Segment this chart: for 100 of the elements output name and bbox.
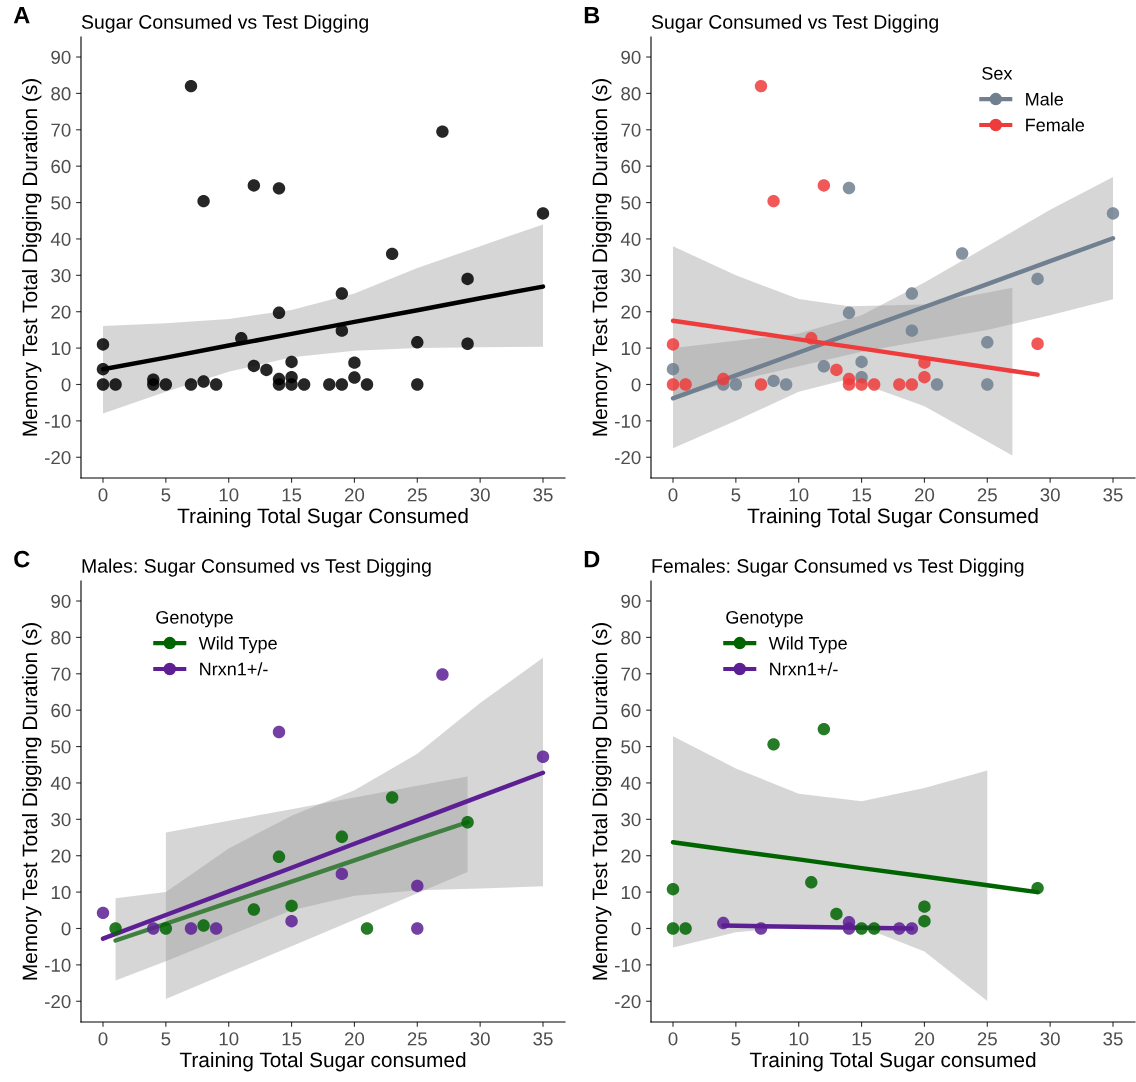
x-axis-title: Training Total Sugar Consumed xyxy=(747,507,1038,528)
x-tick-label: 35 xyxy=(1103,1032,1123,1046)
point xyxy=(272,378,286,391)
x-tick-label: 20 xyxy=(914,1032,935,1046)
y-tick-label: 10 xyxy=(51,885,71,900)
point xyxy=(666,378,680,391)
point xyxy=(335,830,349,844)
legend-label: Wild Type xyxy=(198,636,277,654)
y-tick-label: -10 xyxy=(45,414,71,428)
point xyxy=(272,725,286,739)
y-tick-label: 90 xyxy=(51,594,71,608)
chart-title: Males: Sugar Consumed vs Test Digging xyxy=(82,558,431,577)
x-tick-label: 25 xyxy=(407,1032,427,1046)
y-tick-label: 50 xyxy=(621,196,641,210)
y-axis-title: Memory Test Total Digging Duration (s) xyxy=(591,79,612,436)
legend-label: Nrxn1+/- xyxy=(200,662,268,676)
point xyxy=(679,378,692,391)
point xyxy=(335,867,349,881)
point xyxy=(666,362,680,376)
line-series xyxy=(100,770,546,941)
point xyxy=(842,378,856,391)
point xyxy=(918,371,931,384)
point xyxy=(184,922,198,935)
point xyxy=(285,915,298,928)
point xyxy=(348,371,361,384)
point xyxy=(96,378,110,391)
x-tick-label: 15 xyxy=(282,488,302,502)
point xyxy=(666,338,680,351)
point xyxy=(955,247,969,260)
point xyxy=(767,738,780,751)
point xyxy=(918,900,931,913)
point xyxy=(981,336,994,349)
point xyxy=(817,360,831,373)
point xyxy=(805,876,818,889)
point xyxy=(272,306,286,320)
legend-title: Genotype xyxy=(156,610,233,628)
legend-label: Male xyxy=(1026,92,1063,106)
text: A xyxy=(13,7,30,24)
point xyxy=(867,922,881,935)
point xyxy=(754,378,768,391)
point xyxy=(679,922,692,935)
point xyxy=(96,338,110,351)
point xyxy=(411,336,424,349)
point xyxy=(184,378,198,391)
y-tick-label: 70 xyxy=(621,123,641,137)
x-tick-label: 10 xyxy=(219,1032,239,1046)
point xyxy=(805,332,818,345)
point xyxy=(360,922,374,935)
point xyxy=(335,378,349,391)
point xyxy=(767,194,780,208)
point xyxy=(360,378,374,391)
x-tick-label: 25 xyxy=(977,1032,997,1046)
x-tick-label: 10 xyxy=(789,488,809,502)
point xyxy=(666,922,680,935)
x-tick-label: 25 xyxy=(407,488,427,502)
y-tick-label: 90 xyxy=(621,50,641,64)
x-tick-label: 20 xyxy=(344,1032,365,1046)
point xyxy=(323,378,336,391)
x-tick-label: 35 xyxy=(533,1032,553,1046)
point xyxy=(918,915,931,928)
y-tick-label: 40 xyxy=(620,776,641,790)
x-tick-label: 30 xyxy=(470,1032,490,1046)
point xyxy=(247,359,261,373)
point xyxy=(779,378,793,391)
y-tick-label: 60 xyxy=(51,159,71,174)
point xyxy=(335,287,349,300)
point xyxy=(247,903,261,916)
x-tick-label: 0 xyxy=(98,488,108,502)
point xyxy=(817,722,831,736)
y-tick-label: 50 xyxy=(621,740,641,754)
y-tick-label: -20 xyxy=(45,994,71,1009)
legend-label: Nrxn1+/- xyxy=(770,662,838,676)
x-axis-title: Training Total Sugar consumed xyxy=(179,1051,466,1072)
line-series xyxy=(670,236,1116,401)
point xyxy=(461,272,474,286)
point xyxy=(147,922,160,935)
text: B xyxy=(584,7,600,24)
point xyxy=(385,791,399,804)
x-tick-label: 15 xyxy=(282,1032,302,1046)
point xyxy=(335,324,349,337)
y-tick-label: 20 xyxy=(51,305,71,319)
point xyxy=(981,378,994,391)
point xyxy=(184,79,198,93)
x-tick-label: 0 xyxy=(668,1032,678,1046)
point xyxy=(197,194,210,208)
point xyxy=(729,378,743,391)
point xyxy=(842,181,856,195)
y-tick-label: 20 xyxy=(621,305,641,319)
point xyxy=(109,378,122,391)
point xyxy=(297,378,311,391)
y-tick-label: 0 xyxy=(631,922,641,936)
y-tick-label: 70 xyxy=(51,667,71,681)
point xyxy=(348,356,361,369)
point xyxy=(905,378,919,391)
x-tick-label: 5 xyxy=(161,1032,171,1046)
y-tick-label: 60 xyxy=(51,703,71,718)
point xyxy=(867,378,881,391)
point xyxy=(411,879,424,893)
y-tick-label: 60 xyxy=(621,703,641,718)
y-tick-label: 30 xyxy=(51,813,71,827)
